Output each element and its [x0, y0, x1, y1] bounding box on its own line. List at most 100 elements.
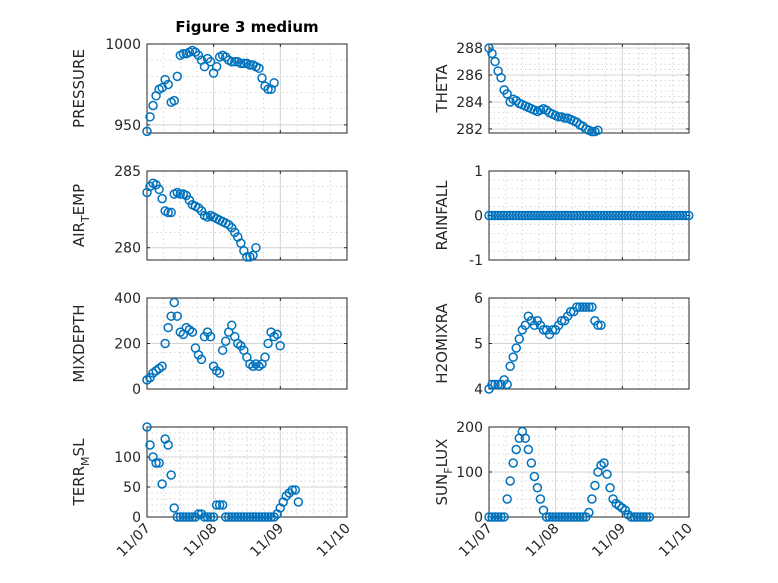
data-point [581, 302, 591, 312]
y-axis-label-main: PRESSURE [70, 49, 88, 128]
data-point [269, 78, 279, 88]
data-point [172, 311, 183, 321]
data-point [193, 203, 204, 213]
data-point [181, 512, 192, 522]
data-point [293, 497, 304, 507]
data-series [142, 45, 279, 137]
data-point [590, 480, 600, 491]
data-point [508, 458, 518, 468]
data-point [572, 302, 582, 312]
data-point [166, 207, 176, 218]
y-tick-label: 6 [474, 291, 483, 307]
data-series [484, 210, 694, 221]
data-point [626, 210, 637, 221]
data-point [605, 483, 615, 493]
data-point [544, 512, 555, 522]
data-point [166, 311, 176, 321]
data-point [659, 210, 670, 221]
y-tick-label: 284 [456, 95, 483, 111]
data-point [217, 345, 228, 356]
data-point [581, 210, 591, 221]
data-point [587, 302, 597, 312]
data-point [269, 512, 279, 522]
data-point [596, 320, 606, 331]
y-tick-label: 0 [474, 510, 483, 526]
data-series [142, 422, 304, 522]
data-point [559, 512, 570, 522]
x-tick-label: 11/10 [314, 521, 354, 561]
data-point [520, 320, 531, 331]
y-axis-label-main: TERR [70, 466, 88, 507]
data-point [254, 512, 264, 522]
data-point [662, 210, 673, 221]
y-axis-label-main: AIR [70, 222, 88, 247]
data-point [199, 512, 210, 522]
data-point [517, 210, 528, 221]
x-tick-label: 11/09 [589, 521, 629, 561]
x-tick-label: 11/08 [181, 521, 221, 561]
data-point [602, 469, 612, 479]
data-point [172, 512, 183, 522]
data-point [163, 440, 173, 450]
data-point [199, 61, 210, 72]
data-point [214, 500, 225, 510]
data-point [565, 512, 576, 522]
data-point [163, 322, 173, 333]
y-tick-label: 50 [123, 480, 141, 496]
data-point [217, 500, 228, 510]
data-point [632, 512, 643, 522]
data-point [202, 512, 213, 522]
data-point [490, 56, 500, 67]
data-point [671, 210, 682, 221]
data-point [484, 512, 494, 522]
data-point [484, 43, 494, 53]
data-point [505, 97, 515, 107]
data-point [665, 210, 676, 221]
axes-frame [146, 426, 348, 518]
data-point [641, 210, 652, 221]
data-point [584, 507, 594, 518]
data-point [556, 210, 567, 221]
data-point [220, 512, 231, 522]
data-point [239, 512, 249, 522]
data-point [178, 512, 189, 522]
x-tick-label: 11/08 [523, 521, 563, 561]
data-point [565, 210, 576, 221]
data-point [562, 512, 573, 522]
data-point [572, 210, 582, 221]
data-point [559, 113, 570, 123]
data-point [163, 79, 173, 90]
data-point [251, 512, 261, 522]
data-point [547, 512, 558, 522]
data-point [484, 210, 494, 221]
data-point [623, 210, 633, 221]
y-tick-label: 100 [456, 465, 483, 481]
y-axis-label-tail: LUX [433, 439, 451, 468]
data-point [145, 181, 155, 192]
axes-frame [488, 43, 690, 134]
data-point [559, 210, 570, 221]
data-point [620, 210, 630, 221]
data-point [529, 471, 540, 482]
y-axis-label-tail: SL [70, 438, 88, 457]
data-point [635, 210, 646, 221]
data-point [538, 325, 549, 335]
data-point [166, 470, 176, 480]
data-point [157, 479, 167, 489]
y-tick-label: 1 [474, 164, 483, 180]
data-point [584, 210, 594, 221]
data-series [484, 426, 655, 522]
data-point [617, 210, 627, 221]
data-point [493, 512, 503, 522]
data-point [575, 512, 585, 522]
data-point [514, 334, 525, 344]
data-point [520, 433, 531, 443]
data-point [245, 60, 255, 70]
data-point [272, 329, 282, 340]
data-point [590, 210, 600, 221]
data-point [230, 512, 240, 522]
data-point [226, 57, 237, 67]
y-axis-label-subscript: T [79, 215, 92, 223]
data-point [502, 494, 512, 504]
data-point [187, 327, 198, 337]
